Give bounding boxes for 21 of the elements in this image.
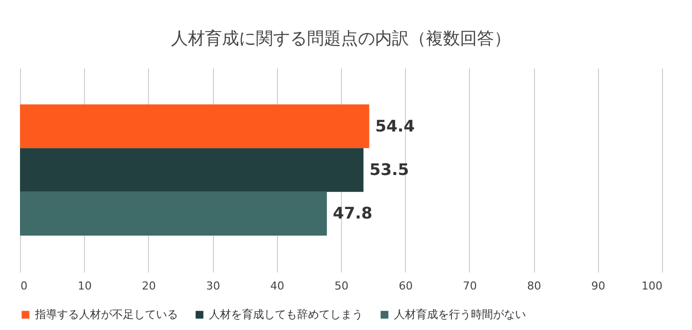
legend-label: 人材を育成しても辞めてしまう <box>209 308 363 321</box>
x-tick-label: 60 <box>398 280 413 292</box>
x-tick-label: 20 <box>142 280 156 292</box>
chart-title: 人材育成に関する問題点の内訳（複数回答） <box>171 29 511 49</box>
x-tick-label: 100 <box>642 280 662 292</box>
x-tick-label: 90 <box>591 280 606 292</box>
x-tick-label: 80 <box>527 280 542 292</box>
bar <box>20 104 370 148</box>
data-label: 47.8 <box>332 204 372 223</box>
x-tick-label: 70 <box>462 280 477 292</box>
x-tick-label: 10 <box>78 280 92 292</box>
x-tick-label: 30 <box>206 280 220 292</box>
legend-label: 人材育成を行う時間がない <box>394 308 526 321</box>
bar <box>20 192 327 236</box>
legend-label: 指導する人材が不足している <box>34 308 178 321</box>
x-tick-label: 0 <box>20 280 28 292</box>
bar <box>20 148 364 192</box>
x-tick-label: 50 <box>334 280 348 292</box>
data-label: 54.4 <box>375 116 415 136</box>
x-tick-label: 40 <box>270 280 284 292</box>
data-label: 53.5 <box>369 160 409 179</box>
